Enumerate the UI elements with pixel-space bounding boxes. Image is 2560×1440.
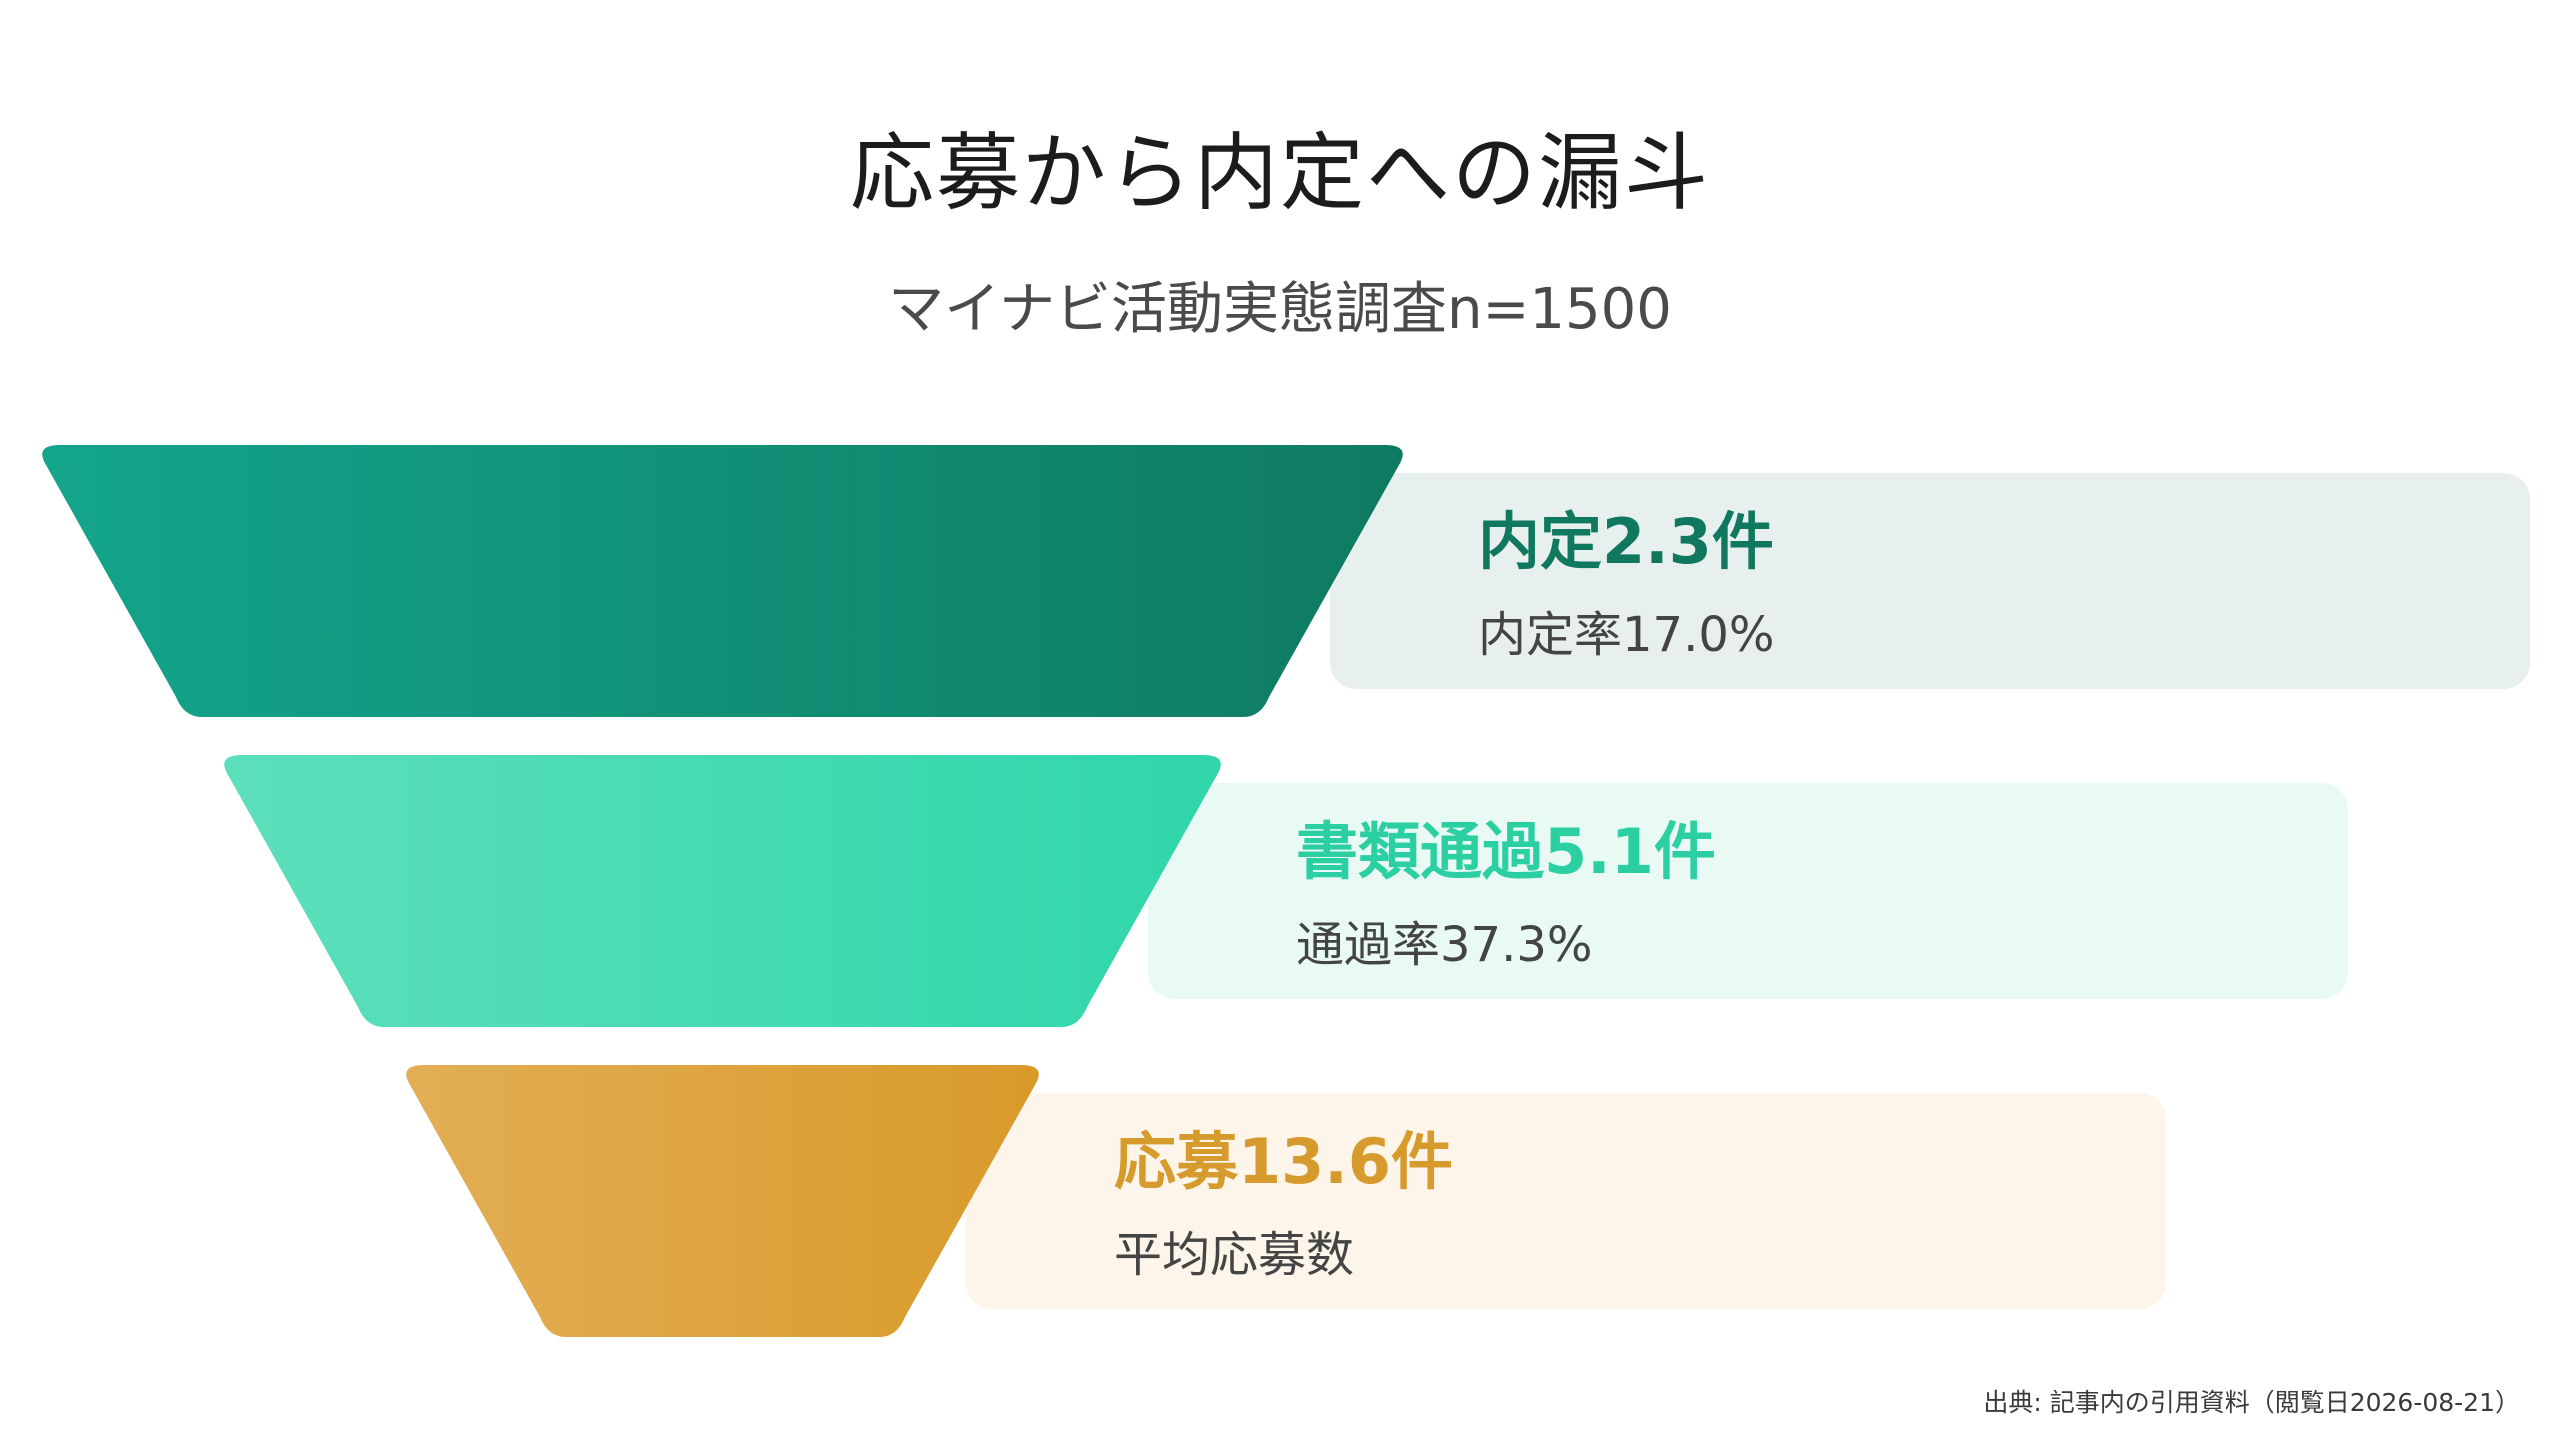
funnel-segment-2 — [406, 1065, 1039, 1337]
funnel-segment-0 — [42, 445, 1403, 717]
chart-subtitle: マイナビ活動実態調査n=1500 — [888, 277, 1672, 342]
source-note: 出典: 記事内の引用資料（閲覧日2026-08-21） — [1983, 1388, 2520, 1417]
stage-note-0: 内定率17.0% — [1478, 607, 1775, 663]
stage-label-0: 内定2.3件 — [1478, 505, 1774, 578]
stage-panel-0 — [1330, 473, 2530, 689]
stage-label-2: 応募13.6件 — [1114, 1125, 1453, 1198]
funnel-segment-1 — [224, 755, 1221, 1027]
stage-label-1: 書類通過5.1件 — [1296, 815, 1716, 888]
stage-note-2: 平均応募数 — [1114, 1227, 1354, 1283]
stage-panel-2 — [966, 1093, 2166, 1309]
stage-note-1: 通過率37.3% — [1296, 917, 1593, 973]
stage-panel-1 — [1148, 783, 2348, 999]
chart-title: 応募から内定への漏斗 — [849, 124, 1710, 222]
